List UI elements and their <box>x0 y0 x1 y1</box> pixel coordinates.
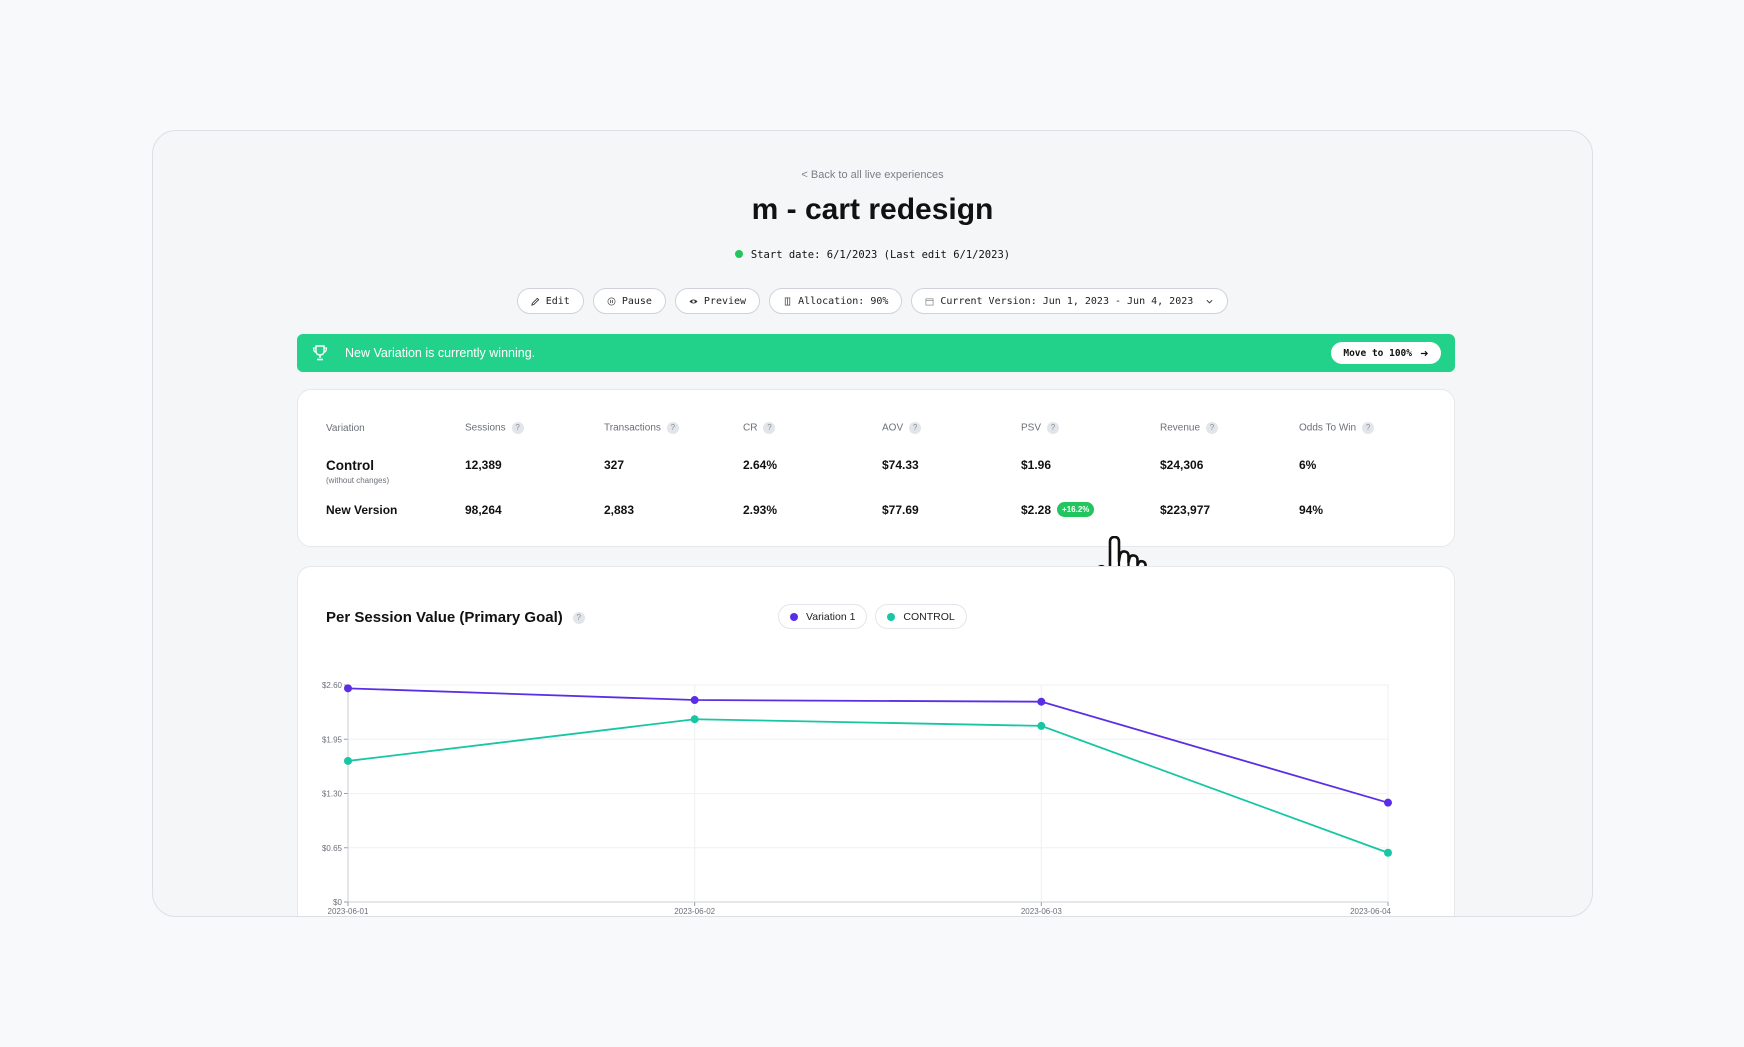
stats-table: Variation Sessions? Transactions? CR? AO… <box>326 418 1438 519</box>
psv-cell: $1.96 <box>1021 458 1052 472</box>
y-tick-label: $0.65 <box>322 844 343 853</box>
data-point <box>344 684 352 693</box>
data-point <box>1037 721 1046 730</box>
help-icon[interactable]: ? <box>1362 422 1375 434</box>
col-transactions: Transactions? <box>604 418 743 438</box>
series-line <box>347 718 1389 854</box>
start-date-line: Start date: 6/1/2023 (Last edit 6/1/2023… <box>153 249 1592 261</box>
sessions-cell: 12,389 <box>465 458 502 472</box>
page-title: m - cart redesign <box>751 193 994 226</box>
col-revenue: Revenue? <box>1160 418 1299 438</box>
stats-header-row: Variation Sessions? Transactions? CR? AO… <box>326 418 1438 438</box>
revenue-cell: $223,977 <box>1160 503 1211 517</box>
x-tick-label: 2023-06-01 <box>328 907 369 916</box>
legend-swatch <box>887 612 896 621</box>
cr-cell: 2.93% <box>743 503 778 517</box>
banner-message: New Variation is currently winning. <box>345 346 536 360</box>
help-icon[interactable]: ? <box>666 422 679 434</box>
data-point <box>690 715 699 724</box>
help-icon[interactable]: ? <box>572 612 585 625</box>
pause-icon <box>607 297 616 305</box>
allocation-label: Allocation: 90% <box>798 295 889 307</box>
trophy-icon <box>312 345 328 361</box>
winning-banner: New Variation is currently winning. Move… <box>297 334 1455 372</box>
y-tick-label: $1.95 <box>322 735 343 744</box>
sessions-cell: 98,264 <box>465 503 502 517</box>
legend-label: Variation 1 <box>806 610 856 623</box>
legend-item-control[interactable]: CONTROL <box>875 604 967 629</box>
odds-cell: 6% <box>1299 458 1317 472</box>
col-variation: Variation <box>326 422 365 434</box>
help-icon[interactable]: ? <box>909 422 922 434</box>
back-link[interactable]: < Back to all live experiences <box>801 169 944 181</box>
version-select[interactable]: Current Version: Jun 1, 2023 - Jun 4, 20… <box>911 288 1229 314</box>
cr-cell: 2.64% <box>743 458 778 472</box>
edit-button[interactable]: Edit <box>516 288 584 314</box>
chart-legend: Variation 1 CONTROL <box>778 604 967 629</box>
col-odds: Odds To Win? <box>1299 418 1438 438</box>
col-aov: AOV? <box>882 418 1021 438</box>
psv-cell: $2.28 +16.2% <box>1021 487 1160 519</box>
status-dot <box>734 250 743 258</box>
toolbar: Edit Pause Preview Allocation: 90% Curre… <box>153 288 1592 314</box>
variation-cell: New Version <box>326 503 398 517</box>
help-icon[interactable]: ? <box>1047 422 1060 434</box>
edit-label: Edit <box>545 295 570 307</box>
chevron-down-icon <box>1206 299 1213 303</box>
preview-button[interactable]: Preview <box>674 288 761 314</box>
pause-button[interactable]: Pause <box>592 288 666 314</box>
variation-cell: Control (without changes) <box>326 458 390 485</box>
revenue-cell: $24,306 <box>1160 458 1204 472</box>
chart-title: Per Session Value (Primary Goal)? <box>326 609 585 626</box>
legend-swatch <box>790 612 798 621</box>
move-button-label: Move to 100% <box>1343 347 1412 359</box>
allocation-button[interactable]: Allocation: 90% <box>769 288 903 314</box>
calendar-icon <box>925 297 934 305</box>
aov-cell: $77.69 <box>882 503 919 517</box>
arrow-right-icon <box>1420 350 1429 356</box>
series-line <box>347 687 1389 804</box>
legend-label: CONTROL <box>903 610 955 623</box>
aov-cell: $74.33 <box>882 458 919 472</box>
line-chart: $0 $0.65 $1.30 $1.95 $2.60 2023-06-01 2023-06-… <box>322 681 1392 916</box>
data-point <box>1384 848 1392 857</box>
psv-lift-badge[interactable]: +16.2% <box>1057 502 1095 517</box>
col-psv: PSV? <box>1021 418 1160 438</box>
x-tick-label: 2023-06-02 <box>674 907 715 916</box>
data-point <box>344 756 352 765</box>
help-icon[interactable]: ? <box>763 422 776 434</box>
transactions-cell: 2,883 <box>604 503 635 517</box>
legend-item-variation-1[interactable]: Variation 1 <box>778 604 868 629</box>
move-to-100-button[interactable]: Move to 100% <box>1331 342 1441 364</box>
stats-card: Variation Sessions? Transactions? CR? AO… <box>297 389 1455 547</box>
transactions-cell: 327 <box>604 458 625 472</box>
start-date-text: Start date: 6/1/2023 (Last edit 6/1/2023… <box>750 249 1011 261</box>
allocation-icon <box>784 296 791 306</box>
table-row: Control (without changes) 12,389 327 2.64… <box>326 438 1438 487</box>
help-icon[interactable]: ? <box>511 422 524 434</box>
pause-label: Pause <box>621 295 652 307</box>
x-tick-label: 2023-06-03 <box>1021 907 1062 916</box>
eye-icon <box>689 298 698 304</box>
data-point <box>1037 697 1046 706</box>
col-cr: CR? <box>743 418 882 438</box>
y-tick-label: $0 <box>333 898 342 907</box>
help-icon[interactable]: ? <box>1206 422 1219 434</box>
x-tick-label: 2023-06-04 <box>1350 907 1391 916</box>
y-tick-label: $2.60 <box>322 681 343 690</box>
odds-cell: 94% <box>1299 503 1324 517</box>
data-point <box>1384 798 1392 807</box>
experience-panel: < Back to all live experiences m - cart … <box>152 130 1593 917</box>
version-label: Current Version: Jun 1, 2023 - Jun 4, 20… <box>940 295 1194 307</box>
pencil-icon <box>531 297 540 306</box>
data-point <box>690 696 699 705</box>
col-sessions: Sessions? <box>465 418 604 438</box>
preview-label: Preview <box>703 295 747 307</box>
table-row: New Version 98,264 2,883 2.93% $77.69 $2… <box>326 487 1438 519</box>
psv-chart-card: Per Session Value (Primary Goal)? Variat… <box>297 566 1455 916</box>
y-tick-label: $1.30 <box>322 790 343 799</box>
